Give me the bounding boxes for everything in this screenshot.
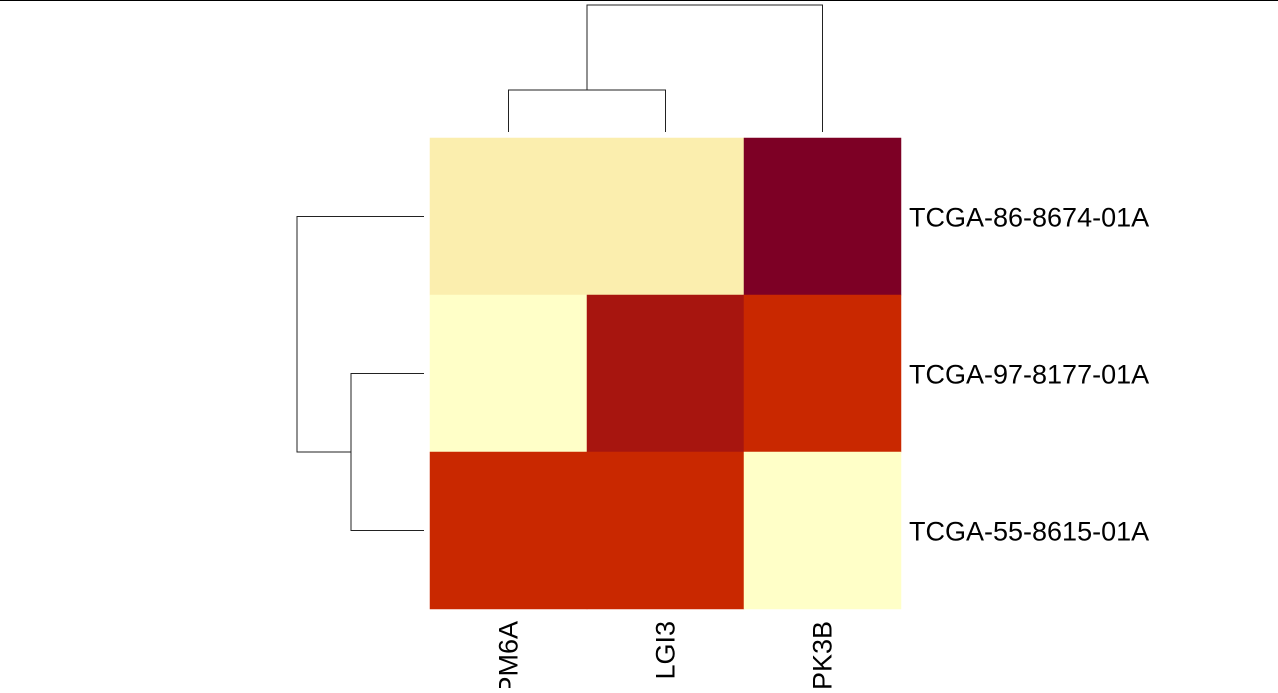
row-label: TCGA-55-8615-01A: [909, 517, 1149, 547]
column-label: PK3B: [808, 621, 838, 688]
row-label: TCGA-86-8674-01A: [909, 203, 1149, 233]
heatmap-cell: [429, 137, 588, 296]
heatmap-cell: [586, 294, 745, 453]
heatmap-cell: [429, 294, 588, 453]
column-label: PM6A: [494, 621, 524, 688]
heatmap-cell: [586, 137, 745, 296]
row-dendrogram-branch: [350, 373, 424, 531]
heatmap-cell: [429, 451, 588, 610]
heatmap-cell: [743, 451, 902, 610]
axis-labels: TCGA-86-8674-01A TCGA-97-8177-01A TCGA-55-…: [494, 203, 1150, 693]
dendrograms: [296, 4, 823, 531]
column-dendrogram-branch: [508, 89, 666, 132]
row-dendrogram-branch: [296, 216, 424, 453]
heatmap-cell: [586, 451, 745, 610]
heatmap-cell: [743, 294, 902, 453]
column-label: LGI3: [651, 621, 681, 680]
heatmap-cell: [743, 137, 902, 296]
row-label: TCGA-97-8177-01A: [909, 360, 1149, 390]
column-dendrogram-branch: [586, 4, 823, 132]
heatmap-cells: [429, 137, 902, 610]
